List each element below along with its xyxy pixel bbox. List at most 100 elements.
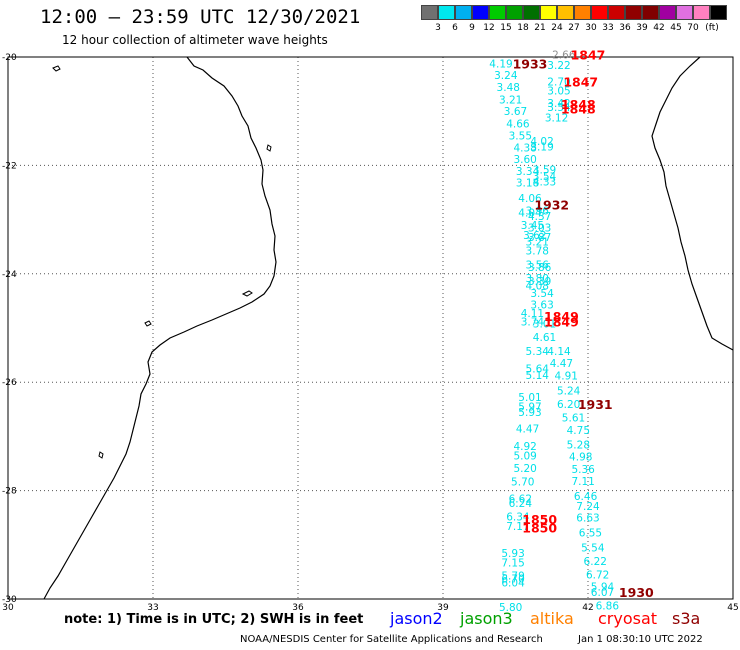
legend-swatch <box>591 5 608 20</box>
wave-height-label: 3.87 <box>528 232 551 244</box>
wave-height-label: 3.60 <box>513 154 536 166</box>
wave-height-label: 5.36 <box>571 464 595 476</box>
observation-layer: 4.192.663.223.242.703.48 3.053.21 3.423.54… <box>489 49 619 614</box>
wave-height-label: 5.24 <box>557 385 581 397</box>
footer-credit: NOAA/NESDIS Center for Satellite Applica… <box>240 634 543 645</box>
legend-label: 33 <box>602 23 614 33</box>
legend-swatch <box>489 5 506 20</box>
wave-height-label: 3.21 <box>526 236 549 248</box>
wave-height-label: 7.15 <box>501 558 524 570</box>
wave-height-label: 7.11 <box>571 476 594 488</box>
wave-height-label: 5.80 <box>499 602 522 614</box>
wave-height-label: 5.34 <box>526 346 550 358</box>
wave-height-label: 4.47 <box>516 423 539 435</box>
wave-height-label: 4.14 <box>547 346 571 358</box>
wave-height-label: 5.54 <box>581 543 605 555</box>
legend-swatch <box>710 5 727 20</box>
legend-swatch <box>676 5 693 20</box>
east-coastline <box>651 56 734 351</box>
pass-time-label: 1932 <box>534 197 569 212</box>
pass-time-label: 1848 <box>561 101 596 116</box>
x-tick-label: 30 <box>2 603 14 613</box>
wave-height-label: 3.74 <box>521 316 545 328</box>
legend-label: 3 <box>435 23 441 33</box>
wave-height-label: 3.39 <box>528 276 551 288</box>
legend-label: 27 <box>568 23 580 33</box>
footer-note: note: 1) Time is in UTC; 2) SWH is in fe… <box>64 612 364 627</box>
footer-timestamp: Jan 1 08:30:10 UTC 2022 <box>578 634 703 645</box>
west-coast-islet <box>98 451 104 459</box>
wave-height-label: 7.24 <box>576 501 600 513</box>
wave-height-label: 3.56 <box>526 260 550 272</box>
axis-tick-labels: 30 33 36 39 42 45 -20 -22 -24 -26 -28 -30 <box>2 53 739 613</box>
satellite-name: jason2 <box>390 609 443 628</box>
wave-height-label: 6.07 <box>591 587 614 599</box>
wave-height-label: 4.33 <box>533 177 556 189</box>
wave-height-label: 3.05 <box>547 86 570 98</box>
wave-height-label: 6.24 <box>509 498 533 510</box>
y-tick-label: -22 <box>2 161 17 171</box>
page-title: 12:00 – 23:59 UTC 12/30/2021 <box>40 6 361 28</box>
wave-height-label: 4.47 <box>550 358 573 370</box>
west-coast-islet <box>241 290 253 297</box>
wave-height-label: 5.93 <box>518 407 541 419</box>
wave-height-label: 3.63 <box>530 300 553 312</box>
legend-label: 9 <box>469 23 475 33</box>
wave-height-label: 3.54 <box>530 288 554 300</box>
legend-swatch <box>608 5 625 20</box>
legend-swatch <box>693 5 710 20</box>
wave-height-label: 3.86 <box>528 262 552 274</box>
wave-height-label: 6.86 <box>596 601 620 613</box>
wave-height-label: 3.34 <box>516 166 540 178</box>
wave-height-label: 3.19 <box>530 141 553 153</box>
wave-height-label: 3.55 <box>509 131 532 143</box>
y-tick-label: -20 <box>2 53 17 63</box>
legend-swatch <box>455 5 472 20</box>
legend-swatch <box>557 5 574 20</box>
y-tick-label: -28 <box>2 487 17 497</box>
west-coastline <box>43 56 277 600</box>
satellite-name: jason3 <box>460 609 513 628</box>
wave-height-label: 6.04 <box>501 578 525 590</box>
legend-label: 39 <box>636 23 648 33</box>
legend-label: 42 <box>653 23 665 33</box>
wave-height-label: 6.20 <box>557 399 580 411</box>
wave-height-label: 4.19 <box>489 59 512 71</box>
wave-height-label: 4.04 <box>518 208 542 220</box>
pass-time-label: 1930 <box>619 585 654 600</box>
wave-height-label: 6.22 <box>584 556 607 568</box>
wave-height-label: 3.01 <box>533 319 556 331</box>
legend-swatch <box>642 5 659 20</box>
wave-height-label: 3.03 <box>528 223 551 235</box>
wave-height-label: 5.64 <box>526 364 550 376</box>
wave-height-label: 6.72 <box>586 570 609 582</box>
west-coast-islet <box>144 320 152 327</box>
wave-height-label: 5.09 <box>513 450 536 462</box>
wave-height-label: 5.01 <box>518 392 541 404</box>
wave-height-label: 4.11 <box>521 308 544 320</box>
legend-label: 12 <box>483 23 495 33</box>
legend-label: 45 <box>670 23 682 33</box>
pass-time-label: 1850 <box>522 512 557 527</box>
wave-height-label: 4.75 <box>567 425 590 437</box>
legend-label: 30 <box>585 23 597 33</box>
y-tick-label: -24 <box>2 270 17 280</box>
legend-unit: (ft) <box>705 23 719 33</box>
wave-height-label: 4.37 <box>528 211 551 223</box>
pass-time-label: 1847 <box>563 74 598 89</box>
wave-height-label: 6.34 <box>506 512 530 524</box>
wave-height-label: 4.91 <box>555 371 578 383</box>
pass-time-label: 1847 <box>571 47 606 62</box>
wave-height-label: 6.62 <box>509 494 532 506</box>
wave-height-label: 3.21 <box>499 94 522 106</box>
pass-time-label: 1933 <box>513 57 548 72</box>
wave-height-label: 5.97 <box>518 402 541 414</box>
legend-swatch <box>506 5 523 20</box>
wave-height-label: 2.66 <box>552 49 576 61</box>
wave-height-label: 5.79 <box>501 571 524 583</box>
wave-height-label: 3.78 <box>526 245 549 257</box>
wave-height-label: 3.48 <box>497 82 520 94</box>
wave-height-label: 3.22 <box>547 60 570 72</box>
